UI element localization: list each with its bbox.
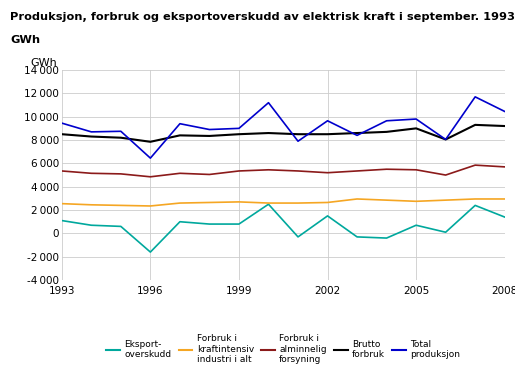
Text: GWh: GWh xyxy=(10,35,40,45)
Text: GWh: GWh xyxy=(31,58,58,68)
Text: Produksjon, forbruk og eksportoverskudd av elektrisk kraft i september. 1993-200: Produksjon, forbruk og eksportoverskudd … xyxy=(10,12,515,22)
Legend: Eksport-
overskudd, Forbruk i
kraftintensiv
industri i alt, Forbruk i
alminnelig: Eksport- overskudd, Forbruk i kraftinten… xyxy=(102,331,464,368)
